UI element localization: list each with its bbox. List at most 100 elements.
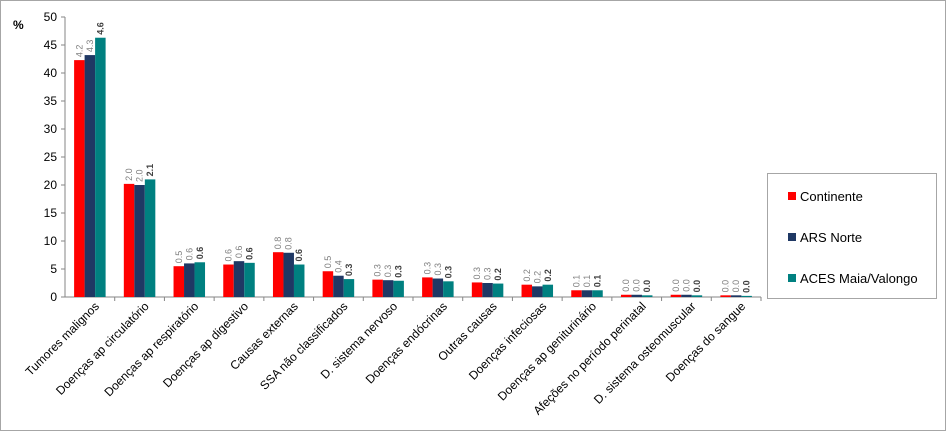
bar-3-7 — [393, 280, 404, 297]
bar-2-11 — [581, 290, 593, 297]
data-label: 4.6 — [95, 22, 105, 35]
bar-2-3 — [184, 263, 195, 297]
bar-3-13 — [691, 295, 703, 297]
data-label: 0.0 — [721, 280, 731, 293]
bar-3-9 — [492, 283, 504, 297]
legend-label: ACES Maia/Valongo — [800, 270, 918, 286]
x-tick-label: Doenças ap geniturinário — [495, 299, 599, 403]
bar-2-4 — [233, 261, 245, 297]
bar-1-12 — [620, 294, 632, 297]
y-tick-label: 45 — [44, 38, 58, 52]
data-label: 0.6 — [195, 247, 205, 260]
data-label: 0.0 — [621, 279, 631, 292]
data-label: 0.8 — [273, 237, 283, 250]
bar-1-1 — [74, 60, 85, 298]
data-label: 0.6 — [294, 249, 304, 262]
chart-legend: Continente ARS Norte ACES Maia/Valongo — [767, 173, 937, 299]
data-label: 0.4 — [333, 260, 343, 273]
bar-3-3 — [194, 262, 206, 297]
data-label: 0.1 — [572, 275, 582, 288]
bar-1-9 — [471, 282, 483, 297]
legend-label: Continente — [800, 188, 863, 204]
data-label: 0.2 — [522, 269, 532, 282]
bar-3-12 — [641, 295, 653, 297]
data-label: 2.0 — [124, 168, 134, 181]
x-tick-label: Doenças endócrinas — [363, 299, 450, 386]
bar-3-4 — [244, 262, 255, 297]
bar-2-10 — [532, 286, 543, 297]
bar-2-8 — [432, 278, 444, 297]
data-label: 0.2 — [493, 268, 503, 281]
bar-1-6 — [322, 271, 334, 297]
bar-1-4 — [223, 264, 234, 297]
data-label: 0.1 — [593, 275, 603, 288]
bar-2-9 — [482, 283, 493, 297]
bar-2-14 — [730, 295, 742, 297]
data-label: 0.2 — [543, 269, 553, 282]
legend-item: ARS Norte — [788, 229, 862, 245]
bar-1-11 — [571, 290, 582, 297]
data-label: 0.0 — [671, 279, 681, 292]
data-label: 0.3 — [394, 265, 404, 278]
data-label: 0.0 — [681, 279, 691, 292]
legend-item: ACES Maia/Valongo — [788, 270, 918, 286]
legend-swatch — [788, 274, 796, 282]
bar-3-6 — [343, 279, 355, 297]
bar-1-5 — [272, 252, 284, 297]
y-tick-label: 0 — [50, 290, 57, 304]
data-label: 0.0 — [742, 280, 752, 293]
data-label: 0.3 — [344, 264, 354, 277]
data-label: 0.5 — [323, 256, 333, 269]
data-label: 2.0 — [135, 169, 145, 182]
data-label: 2.1 — [145, 164, 155, 177]
data-label: 0.3 — [433, 263, 443, 276]
data-label: 0.3 — [483, 267, 493, 280]
y-axis-label: % — [13, 18, 24, 32]
data-label: 0.8 — [284, 237, 294, 250]
data-label: 0.0 — [731, 280, 741, 293]
y-tick-label: 30 — [44, 122, 58, 136]
bar-1-8 — [422, 277, 433, 297]
bar-3-11 — [592, 290, 603, 297]
x-tick-label: D. sistema osteomuscular — [591, 299, 699, 407]
bar-2-1 — [84, 55, 96, 297]
bar-3-14 — [741, 295, 752, 297]
y-tick-label: 15 — [44, 206, 58, 220]
bar-2-5 — [283, 252, 294, 297]
bar-2-7 — [382, 280, 394, 297]
bar-1-14 — [720, 295, 731, 297]
y-tick-label: 20 — [44, 178, 58, 192]
bar-3-2 — [144, 179, 156, 297]
bar-1-7 — [372, 279, 383, 297]
x-tick-label: Doenças ap respiratório — [101, 299, 201, 399]
bar-2-13 — [681, 294, 692, 297]
bar-1-10 — [521, 284, 533, 297]
data-label: 0.6 — [184, 248, 194, 261]
bar-3-10 — [542, 284, 554, 297]
y-tick-label: 10 — [44, 234, 58, 248]
data-label: 0.6 — [224, 249, 234, 262]
bar-3-5 — [293, 264, 305, 297]
y-tick-label: 5 — [50, 262, 57, 276]
data-label: 0.0 — [632, 279, 642, 292]
data-label: 0.3 — [443, 266, 453, 279]
data-label: 0.5 — [174, 251, 184, 264]
bar-2-12 — [631, 294, 642, 297]
bar-3-1 — [95, 37, 106, 297]
legend-label: ARS Norte — [800, 229, 863, 245]
y-tick-label: 50 — [44, 10, 58, 24]
x-tick-label: Doenças ap circulatório — [53, 299, 152, 398]
data-label: 4.3 — [85, 40, 95, 53]
data-label: 0.0 — [642, 280, 652, 293]
y-tick-label: 40 — [44, 66, 58, 80]
x-tick-label: Doenças ap digestivo — [160, 299, 251, 390]
legend-item: Continente — [788, 188, 863, 204]
data-label: 0.0 — [692, 280, 702, 293]
bar-1-13 — [670, 294, 682, 297]
data-label: 0.3 — [472, 267, 482, 280]
x-tick-label: SSA não classificados — [257, 299, 350, 392]
data-label: 0.2 — [532, 271, 542, 284]
y-tick-label: 25 — [44, 150, 58, 164]
